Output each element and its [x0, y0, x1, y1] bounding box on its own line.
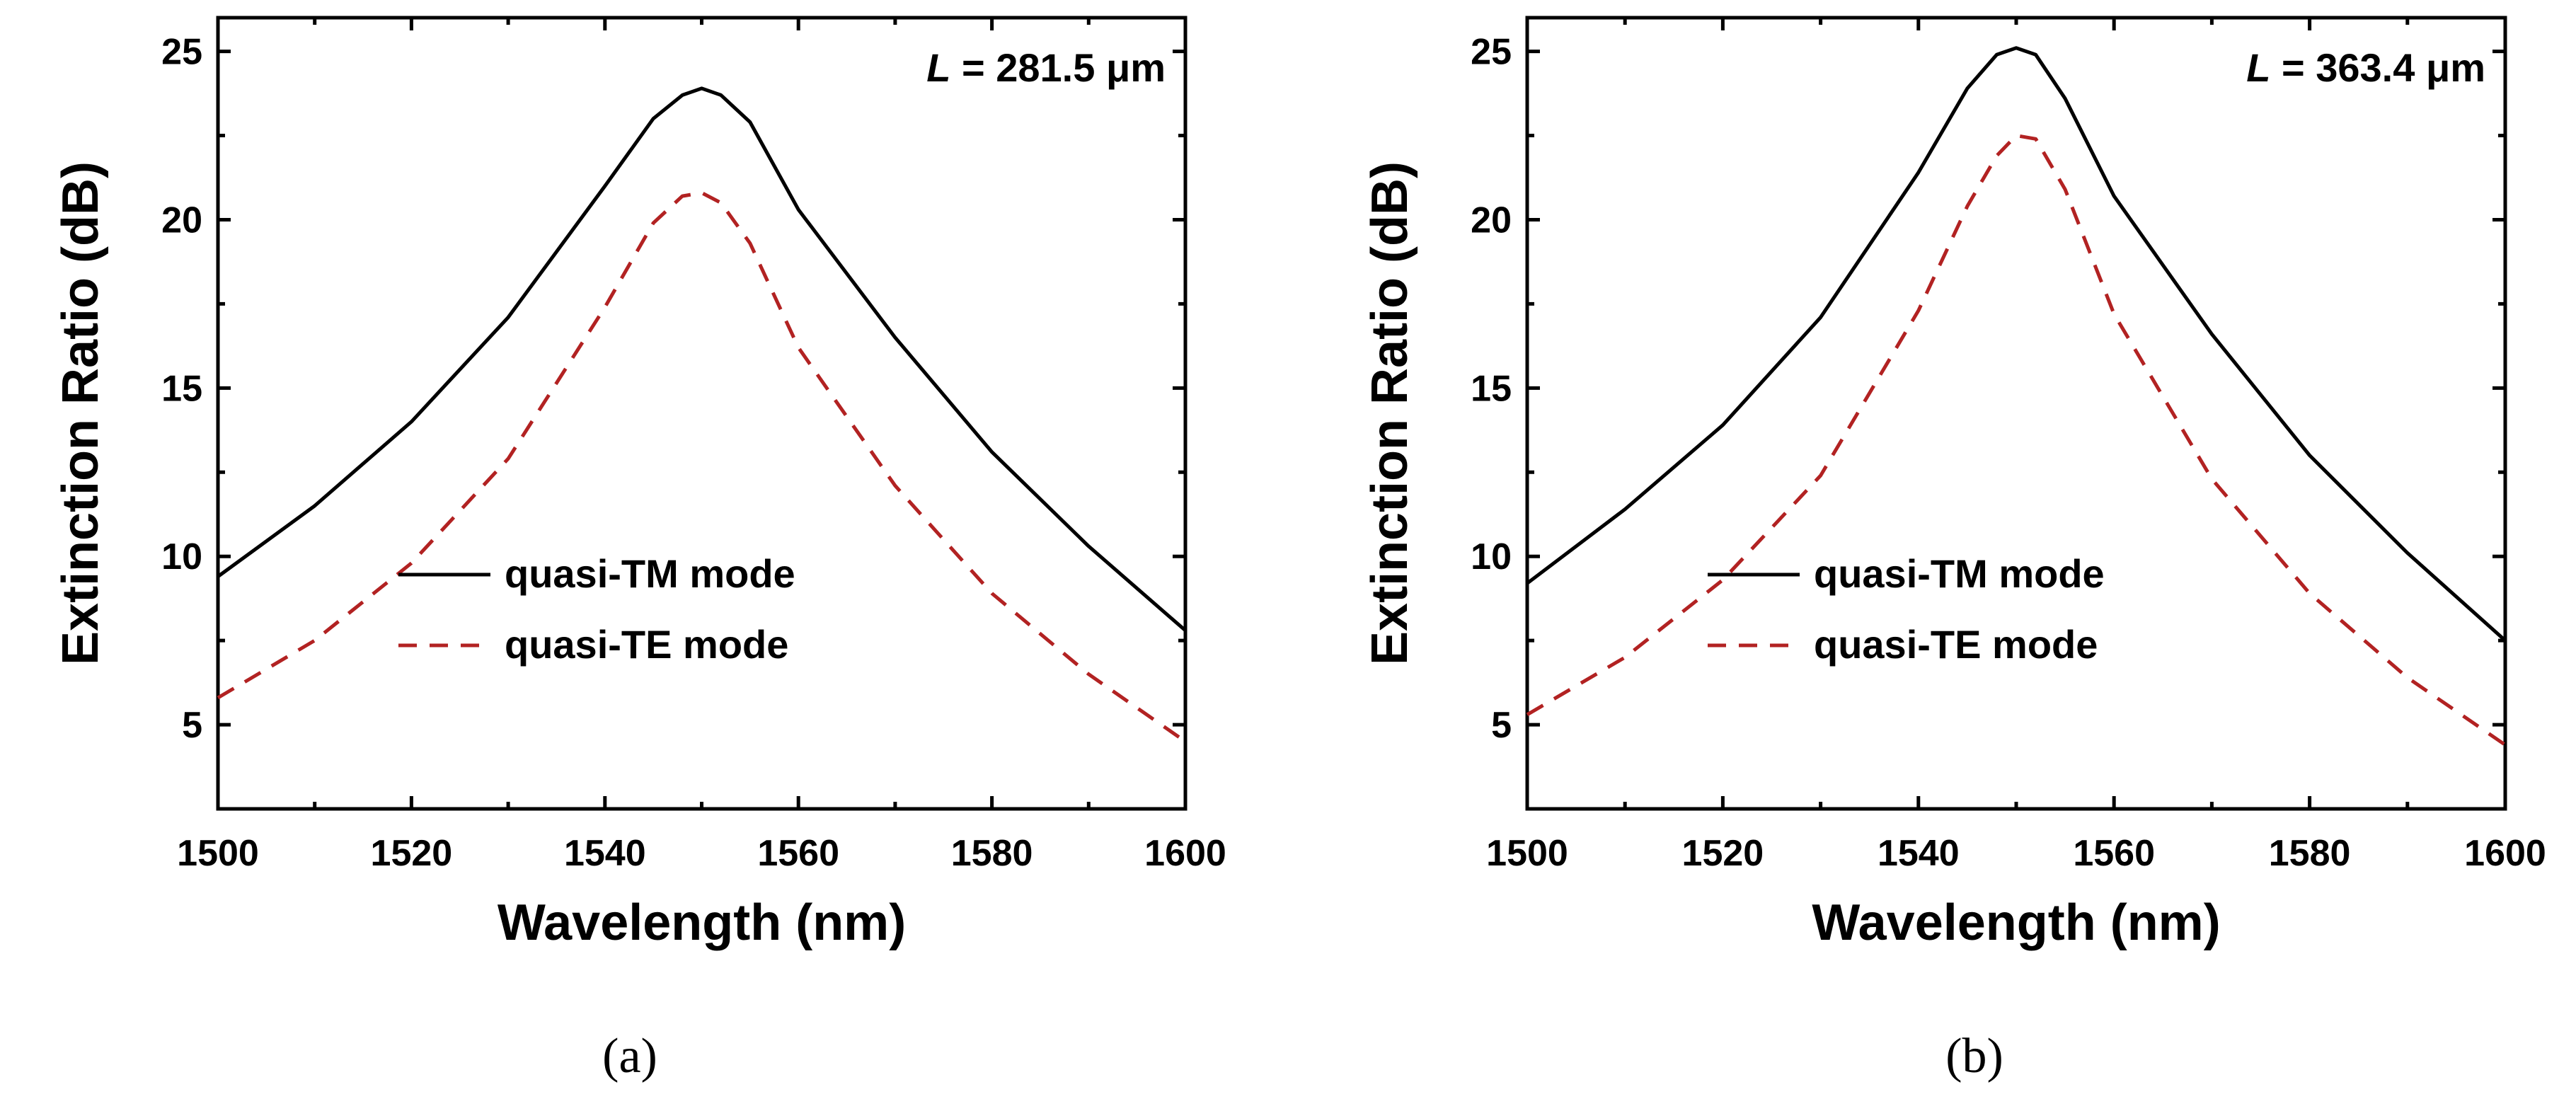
length-variable: L [926, 45, 950, 90]
x-axis-title: Wavelength (nm) [498, 894, 906, 951]
x-tick-label: 1540 [1878, 833, 1960, 874]
y-tick-label: 20 [1471, 200, 1512, 241]
length-annotation: L = 363.4 μm [2246, 45, 2485, 90]
series-line-quasi-tm [1526, 46, 2507, 642]
length-value: = 281.5 μm [950, 45, 1166, 90]
legend-label-quasi-tm: quasi-TM mode [505, 551, 795, 596]
x-tick-label: 1560 [2073, 833, 2155, 874]
y-axis-title: Extinction Ratio (dB) [1362, 161, 1418, 665]
x-tick-label: 1580 [951, 833, 1033, 874]
plot-frame [216, 16, 1188, 811]
legend-label-quasi-tm: quasi-TM mode [1814, 551, 2105, 596]
series-line-quasi-te [1526, 134, 2507, 747]
legend: quasi-TM mode quasi-TE mode [398, 551, 795, 667]
series-line-quasi-te [217, 190, 1187, 743]
y-tick-label: 10 [1471, 536, 1512, 577]
x-tick-label: 1520 [371, 833, 453, 874]
panel-caption: (b) [1945, 1029, 2003, 1083]
length-value: = 363.4 μm [2270, 45, 2485, 90]
x-tick-label: 1560 [757, 833, 839, 874]
x-tick-label: 1520 [1682, 833, 1764, 874]
x-axis-title: Wavelength (nm) [1812, 894, 2220, 951]
y-tick-label: 5 [182, 705, 202, 746]
legend: quasi-TM mode quasi-TE mode [1708, 551, 2105, 667]
y-tick-label: 25 [1471, 32, 1512, 73]
x-tick-label: 1540 [564, 833, 646, 874]
legend-label-quasi-te: quasi-TE mode [1814, 622, 2098, 667]
length-annotation: L = 281.5 μm [926, 45, 1166, 90]
y-axis-title: Extinction Ratio (dB) [52, 161, 109, 665]
y-tick-label: 5 [1491, 705, 1512, 746]
legend-label-quasi-te: quasi-TE mode [505, 622, 788, 667]
x-tick-label: 1600 [1144, 833, 1226, 874]
length-variable: L [2246, 45, 2270, 90]
y-tick-label: 15 [1471, 368, 1512, 409]
chart-panel-b: 1500 1520 1540 1560 1580 1600510152025Wavelen… [1362, 16, 2546, 1083]
chart-panel-a: 1500 1520 1540 1560 1580 1600510152025Wavelen… [52, 16, 1226, 1083]
y-tick-label: 15 [161, 368, 202, 409]
y-tick-label: 25 [161, 32, 202, 73]
panel-caption: (a) [602, 1029, 657, 1083]
x-tick-label: 1580 [2269, 833, 2351, 874]
plot-frame [1525, 16, 2507, 811]
x-tick-label: 1600 [2464, 833, 2546, 874]
series-line-quasi-tm [217, 86, 1187, 632]
y-tick-label: 10 [161, 536, 202, 577]
x-tick-label: 1500 [1486, 833, 1568, 874]
y-tick-label: 20 [161, 200, 202, 241]
x-tick-label: 1500 [177, 833, 259, 874]
